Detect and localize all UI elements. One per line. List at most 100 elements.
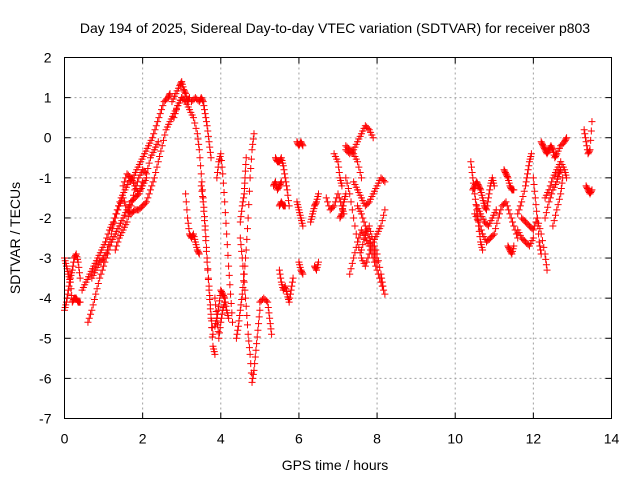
data-point — [502, 198, 510, 206]
data-point — [551, 211, 559, 219]
data-point — [474, 217, 482, 225]
data-point — [76, 274, 84, 282]
data-point — [215, 297, 223, 305]
data-point — [287, 286, 295, 294]
y-tick-label: -4 — [39, 290, 52, 306]
data-point — [183, 206, 191, 214]
x-tick-label: 4 — [217, 431, 225, 447]
data-point — [530, 181, 538, 189]
data-point — [137, 182, 145, 190]
data-point — [587, 127, 595, 135]
data-point — [157, 147, 165, 155]
data-point — [355, 163, 363, 171]
data-point — [197, 170, 205, 178]
data-point — [285, 298, 293, 306]
data-point — [557, 185, 565, 193]
data-point — [510, 186, 518, 194]
data-point — [215, 334, 223, 342]
data-point — [159, 136, 167, 144]
data-point — [339, 202, 347, 210]
data-point — [85, 314, 93, 322]
data-point — [218, 310, 226, 318]
data-point — [143, 170, 151, 178]
data-point — [227, 290, 235, 298]
data-point — [264, 298, 272, 306]
data-point — [237, 213, 245, 221]
data-point — [106, 242, 114, 250]
data-point — [217, 314, 225, 322]
data-point — [191, 119, 199, 127]
data-point — [357, 246, 365, 254]
data-point — [93, 285, 101, 293]
y-tick-label: 2 — [44, 50, 52, 66]
data-point — [525, 162, 533, 170]
data-point — [243, 225, 251, 233]
data-point — [202, 118, 210, 126]
data-point — [298, 140, 306, 148]
data-point — [494, 214, 502, 222]
data-point — [249, 370, 257, 378]
data-point — [492, 225, 500, 233]
data-point — [509, 218, 517, 226]
data-point — [241, 167, 249, 175]
data-point — [380, 211, 388, 219]
data-point — [149, 178, 157, 186]
data-point — [536, 225, 544, 233]
data-point — [334, 190, 342, 198]
data-point — [324, 198, 332, 206]
data-point — [238, 254, 246, 262]
data-point — [281, 202, 289, 210]
data-point — [314, 190, 322, 198]
data-point — [281, 283, 289, 291]
data-point — [354, 238, 362, 246]
data-point — [124, 213, 132, 221]
data-point — [262, 297, 270, 305]
data-point — [533, 207, 541, 215]
data-point — [312, 265, 320, 273]
data-point — [232, 334, 240, 342]
data-point — [369, 134, 377, 142]
data-point — [299, 142, 307, 150]
data-point — [523, 174, 531, 182]
data-point — [202, 247, 210, 255]
data-point — [158, 106, 166, 114]
data-point — [588, 186, 596, 194]
data-point — [68, 266, 76, 274]
data-point — [148, 182, 156, 190]
data-point — [243, 312, 251, 320]
data-point — [335, 163, 343, 171]
data-point — [522, 182, 530, 190]
data-point — [343, 179, 351, 187]
data-point — [271, 179, 279, 187]
data-point — [135, 190, 143, 198]
data-point — [238, 247, 246, 255]
data-point — [240, 270, 248, 278]
data-point — [236, 234, 244, 242]
data-point — [360, 235, 368, 243]
data-point — [197, 182, 205, 190]
x-tick-label: 12 — [526, 431, 542, 447]
data-point — [250, 366, 258, 374]
data-point — [255, 313, 263, 321]
data-point — [378, 274, 386, 282]
data-point — [523, 170, 531, 178]
data-point — [552, 151, 560, 159]
data-point — [242, 294, 250, 302]
data-point — [192, 124, 200, 132]
data-point — [225, 262, 233, 270]
data-point — [98, 266, 106, 274]
data-point — [235, 317, 243, 325]
data-point — [514, 210, 522, 218]
y-tick-label: 1 — [44, 90, 52, 106]
data-point — [277, 155, 285, 163]
data-point — [219, 179, 227, 187]
data-point — [520, 187, 528, 195]
y-tick-label: -6 — [39, 370, 52, 386]
data-point — [522, 178, 530, 186]
y-tick-label: -1 — [39, 170, 52, 186]
data-point — [559, 174, 567, 182]
data-point — [181, 88, 189, 96]
data-point — [359, 241, 367, 249]
data-point — [286, 290, 294, 298]
data-point — [182, 190, 190, 198]
